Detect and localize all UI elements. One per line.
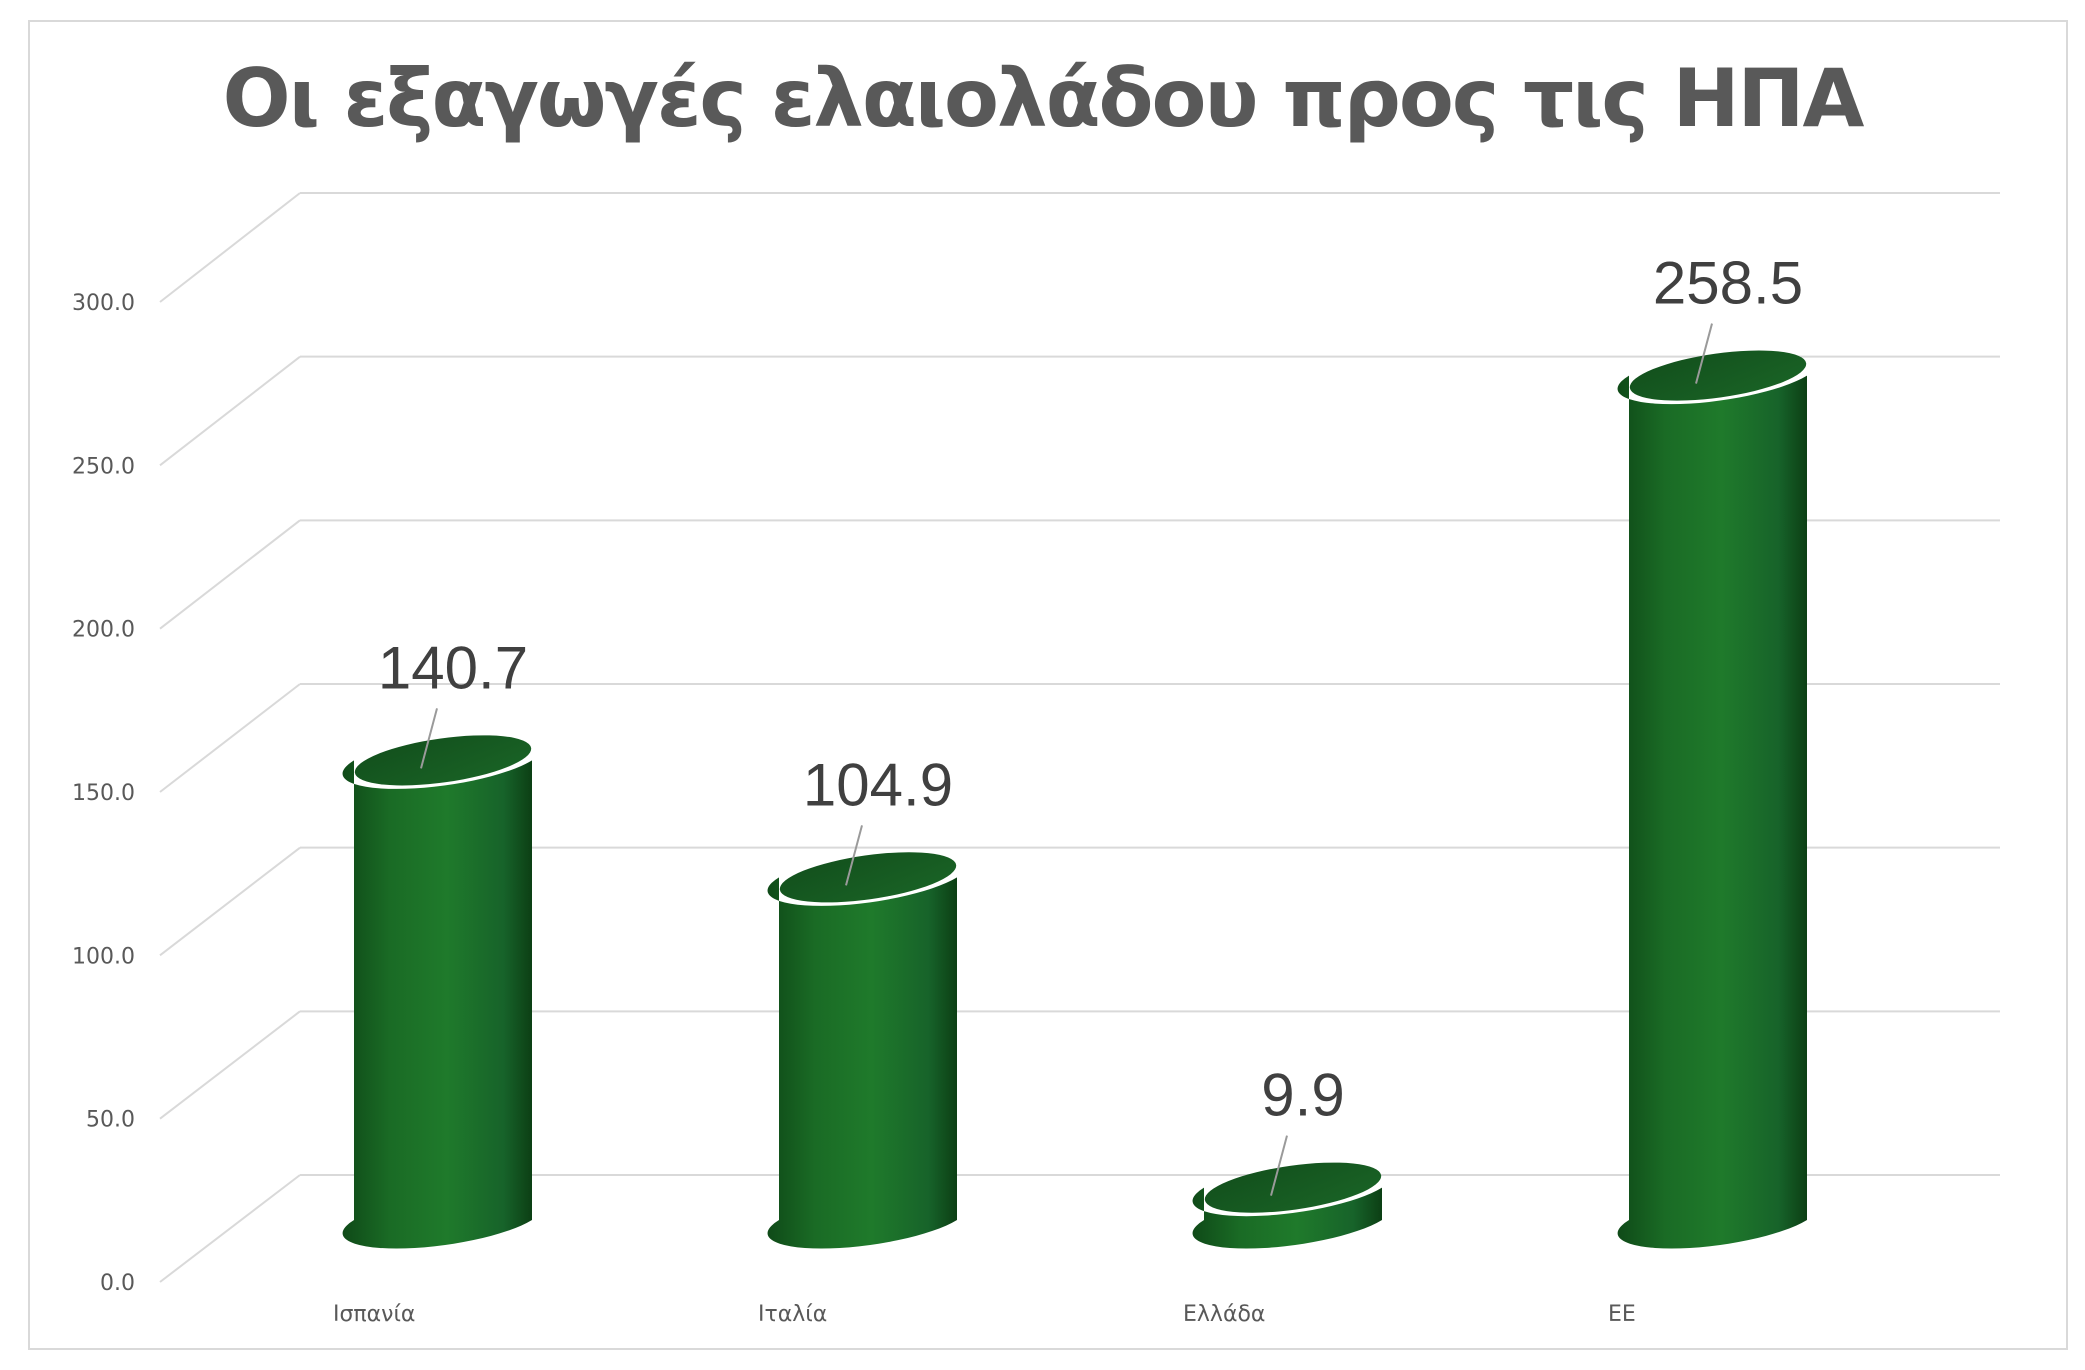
bar-top-0 <box>354 735 532 786</box>
grid-diagonal-1 <box>159 1010 301 1120</box>
y-tick-label: 100.0 <box>72 944 135 969</box>
x-tick-label-3: ΕΕ <box>1608 1302 1636 1327</box>
bar-body-3 <box>1617 375 1807 1249</box>
bar-0 <box>342 735 532 1249</box>
leader-line-2 <box>1270 1135 1288 1196</box>
y-tick-label: 300.0 <box>72 291 135 316</box>
y-tick-label: 0.0 <box>100 1271 135 1296</box>
bar-1 <box>767 852 957 1249</box>
y-tick-label: 50.0 <box>86 1108 135 1133</box>
grid-diagonal-3 <box>159 683 301 793</box>
data-label-0: 140.7 <box>378 634 528 701</box>
grid-diagonal-6 <box>159 192 301 303</box>
x-tick-label-2: Ελλάδα <box>1183 1302 1265 1327</box>
bar-2 <box>1192 1162 1382 1249</box>
bar-body-0 <box>342 760 532 1249</box>
data-label-2: 9.9 <box>1261 1062 1344 1129</box>
grid-diagonal-0 <box>159 1174 301 1283</box>
y-tick-label: 200.0 <box>72 618 135 643</box>
grid-diagonal-4 <box>159 519 301 630</box>
bar-body-2 <box>1192 1187 1382 1249</box>
x-tick-label-1: Ιταλία <box>758 1302 827 1327</box>
y-tick-label: 150.0 <box>72 781 135 806</box>
bars <box>342 350 1807 1249</box>
category-labels: Ισπανία Ιταλία Ελλάδα ΕΕ <box>333 1302 1636 1327</box>
leader-line-1 <box>845 825 863 886</box>
bar-body-1 <box>767 877 957 1249</box>
bar-top-1 <box>779 852 957 903</box>
leader-line-0 <box>420 708 438 769</box>
grid-diagonal-5 <box>159 355 301 467</box>
bar-3 <box>1617 350 1807 1249</box>
data-label-1: 104.9 <box>803 751 953 818</box>
data-labels: 140.7 104.9 9.9 258.5 <box>378 250 1803 1196</box>
chart-title: Οι εξαγωγές ελαιολάδου προς τις ΗΠΑ <box>222 52 1865 145</box>
y-tick-label: 250.0 <box>72 454 135 479</box>
data-label-3: 258.5 <box>1653 250 1803 317</box>
leader-line-3 <box>1695 323 1713 384</box>
bar-top-3 <box>1629 350 1807 401</box>
y-axis-ticks: 0.0 50.0 100.0 150.0 200.0 250.0 300.0 <box>72 291 135 1296</box>
x-tick-label-0: Ισπανία <box>333 1302 415 1327</box>
bar-top-2 <box>1204 1162 1382 1213</box>
grid-diagonal-2 <box>159 846 301 957</box>
